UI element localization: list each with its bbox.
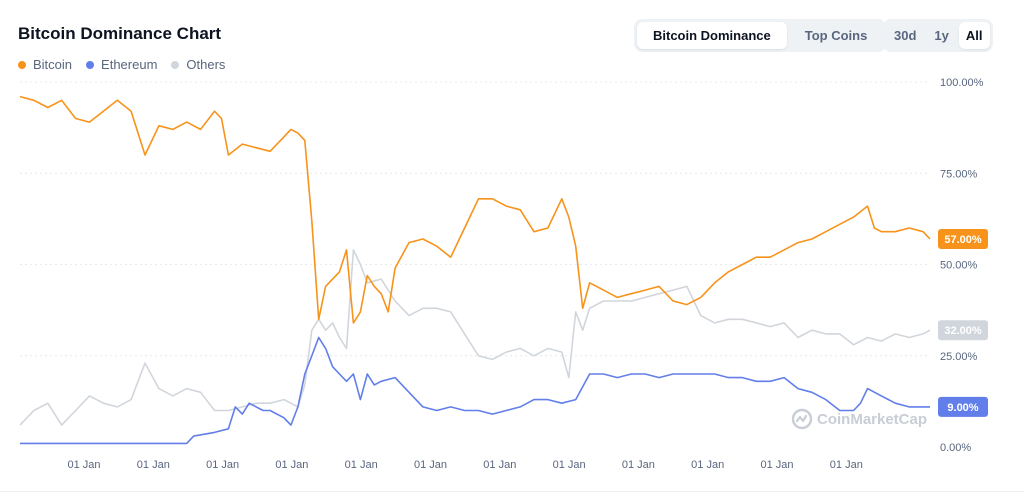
watermark-text: CoinMarketCap — [817, 410, 928, 428]
x-tick-label: 01 Jan — [137, 459, 170, 471]
others-legend-dot — [171, 60, 180, 69]
panel-divider — [0, 491, 1024, 492]
y-tick-label: 25.00% — [940, 351, 978, 363]
last-value-label-ethereum: 9.00% — [947, 402, 978, 414]
chart-legend: Bitcoin Ethereum Others — [18, 57, 225, 72]
y-tick-label: 100.00% — [940, 77, 984, 89]
x-tick-label: 01 Jan — [553, 459, 586, 471]
coinmarketcap-logo-icon — [791, 408, 813, 430]
range-1y-button[interactable]: 1y — [934, 28, 949, 43]
y-tick-label: 50.00% — [940, 260, 978, 272]
x-tick-label: 01 Jan — [67, 459, 100, 471]
last-value-badge-ethereum — [938, 396, 988, 417]
legend-label-bitcoin: Bitcoin — [33, 57, 73, 72]
legend-label-others: Others — [186, 57, 226, 72]
tab-top-coins[interactable]: Top Coins — [804, 28, 868, 43]
series-line-ethereum — [20, 336, 930, 445]
x-tick-label: 01 Jan — [622, 459, 655, 471]
legend-item-ethereum[interactable]: Ethereum — [86, 57, 157, 72]
y-tick-label: 0.00% — [940, 442, 971, 454]
y-tick-label: 75.00% — [940, 168, 978, 180]
last-value-label-others: 32.00% — [944, 325, 982, 337]
legend-item-bitcoin[interactable]: Bitcoin — [18, 57, 72, 72]
range-all-button[interactable]: All — [958, 22, 990, 49]
x-tick-label: 01 Jan — [483, 459, 516, 471]
series-line-others — [19, 249, 931, 426]
x-tick-label: 01 Jan — [691, 459, 724, 471]
tab-bitcoin-dominance[interactable]: Bitcoin Dominance — [637, 22, 787, 49]
time-range-toggle: 30d 1y All — [883, 19, 993, 52]
bitcoin-legend-dot — [18, 60, 26, 69]
chart-type-toggle: Bitcoin Dominance Top Coins — [634, 19, 887, 52]
x-tick-label: 01 Jan — [206, 459, 239, 471]
chart-title: Bitcoin Dominance Chart — [18, 24, 222, 43]
x-tick-label: 01 Jan — [414, 459, 447, 471]
range-30d-button[interactable]: 30d — [894, 28, 917, 43]
x-tick-label: 01 Jan — [760, 459, 793, 471]
legend-label-ethereum: Ethereum — [101, 57, 158, 72]
ethereum-legend-dot — [86, 60, 95, 69]
x-tick-label: 01 Jan — [345, 459, 378, 471]
series-line-bitcoin — [19, 95, 931, 324]
legend-item-others[interactable]: Others — [171, 57, 225, 72]
x-tick-label: 01 Jan — [275, 459, 308, 471]
last-value-badge-others — [938, 320, 988, 341]
last-value-label-bitcoin: 57.00% — [944, 234, 982, 246]
last-value-badge-bitcoin — [938, 228, 988, 249]
x-tick-label: 01 Jan — [830, 459, 863, 471]
coinmarketcap-watermark: CoinMarketCap — [791, 408, 927, 430]
